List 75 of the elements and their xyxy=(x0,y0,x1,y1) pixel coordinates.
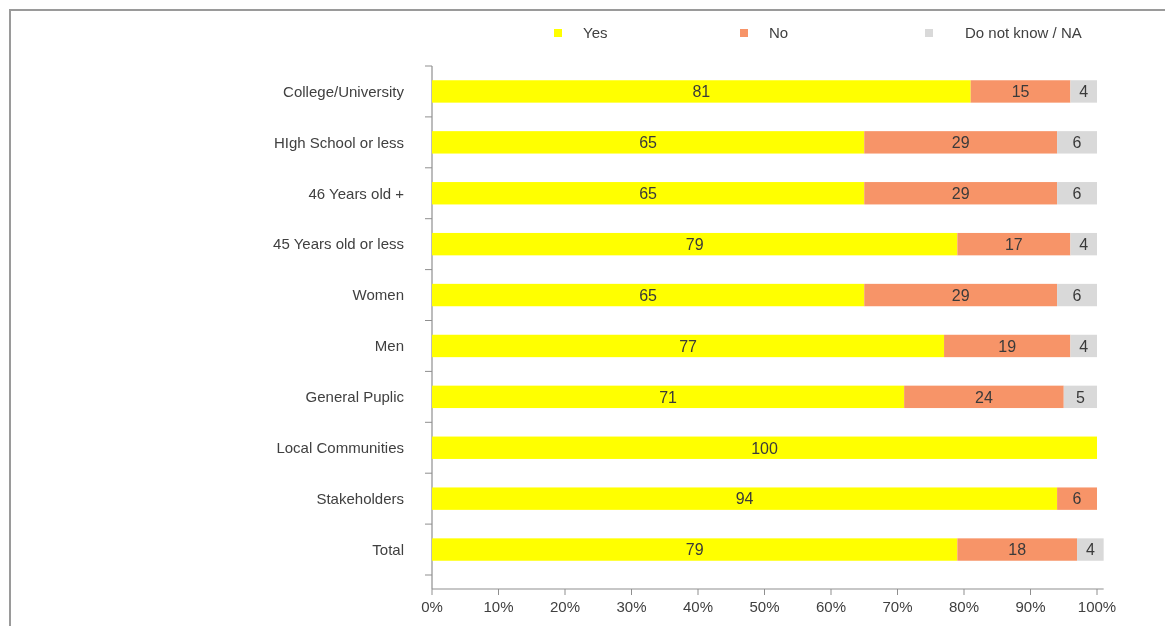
data-label: 29 xyxy=(951,185,970,203)
bar xyxy=(944,334,1071,358)
bar xyxy=(432,334,945,358)
bar xyxy=(864,283,1058,307)
data-label: 4 xyxy=(1079,337,1089,355)
y-tick-label: Total xyxy=(372,540,404,558)
data-label: 79 xyxy=(685,541,704,559)
x-tick-label: 30% xyxy=(616,598,647,616)
y-tick-label: General Puplic xyxy=(305,388,405,406)
bar xyxy=(432,131,865,154)
data-label: 81 xyxy=(692,83,711,101)
data-label: 65 xyxy=(639,185,658,203)
legend-label: No xyxy=(769,24,789,42)
y-tick-label: College/University xyxy=(283,82,405,100)
x-tick-label: 90% xyxy=(1015,598,1046,616)
x-tick-label: 80% xyxy=(948,598,980,616)
bar xyxy=(1057,283,1097,307)
bar xyxy=(904,385,1064,409)
x-tick-label: 70% xyxy=(882,598,913,616)
bar xyxy=(432,80,971,103)
y-tick-label: 45 Years old or less xyxy=(273,235,404,253)
bar xyxy=(864,182,1058,205)
bar xyxy=(1057,131,1097,154)
data-label: 100 xyxy=(751,439,778,457)
x-tick-label: 10% xyxy=(483,598,514,616)
bar xyxy=(1070,80,1097,103)
data-label: 6 xyxy=(1072,134,1082,152)
data-label: 6 xyxy=(1072,185,1082,203)
data-label: 29 xyxy=(951,286,970,304)
data-label: 6 xyxy=(1072,490,1082,508)
x-tick-label: 20% xyxy=(549,598,581,616)
y-tick-label: 46 Years old + xyxy=(308,184,405,202)
bar xyxy=(1057,487,1097,510)
x-tick-label: 60% xyxy=(815,598,847,616)
data-label: 77 xyxy=(679,337,698,355)
bar xyxy=(432,232,958,256)
data-label: 65 xyxy=(639,286,658,304)
legend-label: Yes xyxy=(583,24,608,42)
data-label: 15 xyxy=(1011,83,1030,101)
y-tick-label: Men xyxy=(374,337,404,355)
bar xyxy=(432,182,865,205)
data-label: 79 xyxy=(685,235,704,253)
data-label: 5 xyxy=(1075,388,1085,406)
data-label: 4 xyxy=(1079,83,1089,101)
data-label: 17 xyxy=(1004,235,1023,253)
bar xyxy=(1057,182,1097,205)
data-label: 29 xyxy=(951,134,970,152)
data-label: 94 xyxy=(735,490,754,508)
data-label: 19 xyxy=(998,337,1017,355)
data-label: 65 xyxy=(639,134,658,152)
data-label: 24 xyxy=(975,388,993,406)
legend-label: Do not know / NA xyxy=(965,24,1082,42)
bar xyxy=(957,538,1078,561)
x-tick-label: 50% xyxy=(749,598,780,616)
data-label: 71 xyxy=(659,388,678,406)
x-tick-label: 100% xyxy=(1077,598,1117,616)
y-tick-label: Stakeholders xyxy=(316,489,404,507)
bar xyxy=(432,385,905,409)
x-tick-label: 0% xyxy=(421,598,443,616)
data-label: 4 xyxy=(1079,235,1089,253)
bar xyxy=(864,131,1058,154)
y-tick-label: Local Communities xyxy=(276,439,404,456)
bar xyxy=(970,80,1071,103)
bar xyxy=(432,487,1058,510)
bar xyxy=(1077,538,1104,561)
x-tick-label: 40% xyxy=(682,598,714,616)
data-label: 6 xyxy=(1072,286,1082,304)
y-tick-label: Women xyxy=(352,286,404,304)
bar xyxy=(432,436,1097,459)
y-tick-label: HIgh School or less xyxy=(273,133,404,151)
bar xyxy=(432,538,958,561)
data-label: 4 xyxy=(1085,541,1095,559)
bar xyxy=(957,232,1071,256)
bar xyxy=(432,283,865,307)
data-label: 18 xyxy=(1008,541,1027,559)
